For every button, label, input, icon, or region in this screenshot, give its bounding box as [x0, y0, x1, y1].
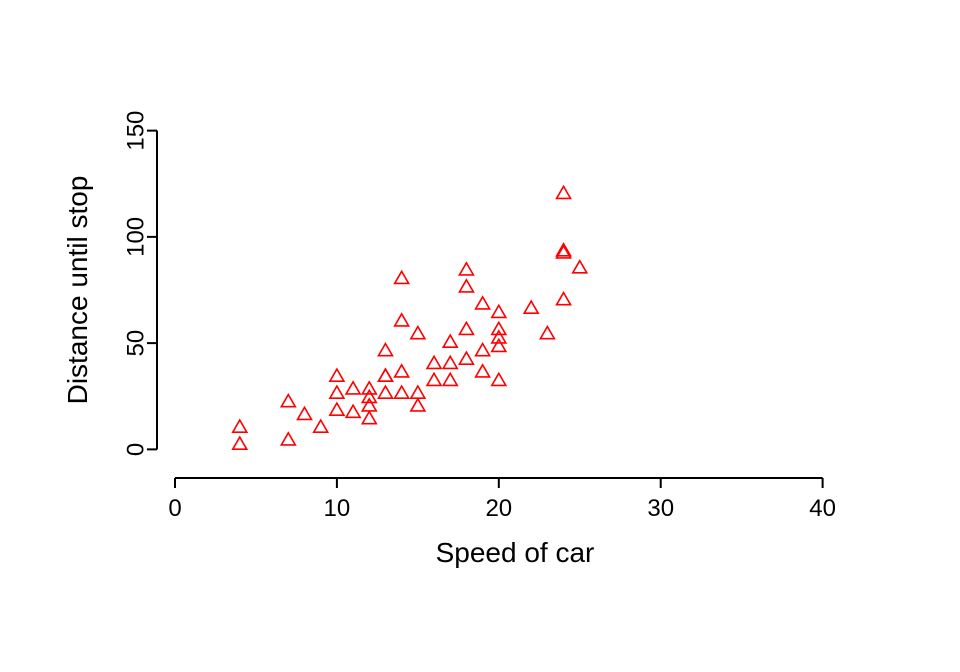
y-tick-label: 50	[122, 330, 149, 357]
y-tick-label: 0	[122, 443, 149, 456]
x-axis-title: Speed of car	[436, 537, 595, 568]
y-tick-label: 150	[122, 111, 149, 151]
chart-svg: 0 10 20 30 40 0 50 100 150 Speed of car Distance u…	[0, 0, 960, 672]
x-tick-label: 30	[647, 495, 674, 522]
y-tick-label: 100	[122, 217, 149, 257]
x-tick-label: 0	[168, 495, 181, 522]
x-tick-label: 40	[809, 495, 836, 522]
x-tick-label: 20	[485, 495, 512, 522]
y-axis-title: Distance until stop	[62, 176, 93, 405]
x-tick-label: 10	[324, 495, 351, 522]
scatter-chart: 0 10 20 30 40 0 50 100 150 Speed of car Distance u…	[0, 0, 960, 672]
